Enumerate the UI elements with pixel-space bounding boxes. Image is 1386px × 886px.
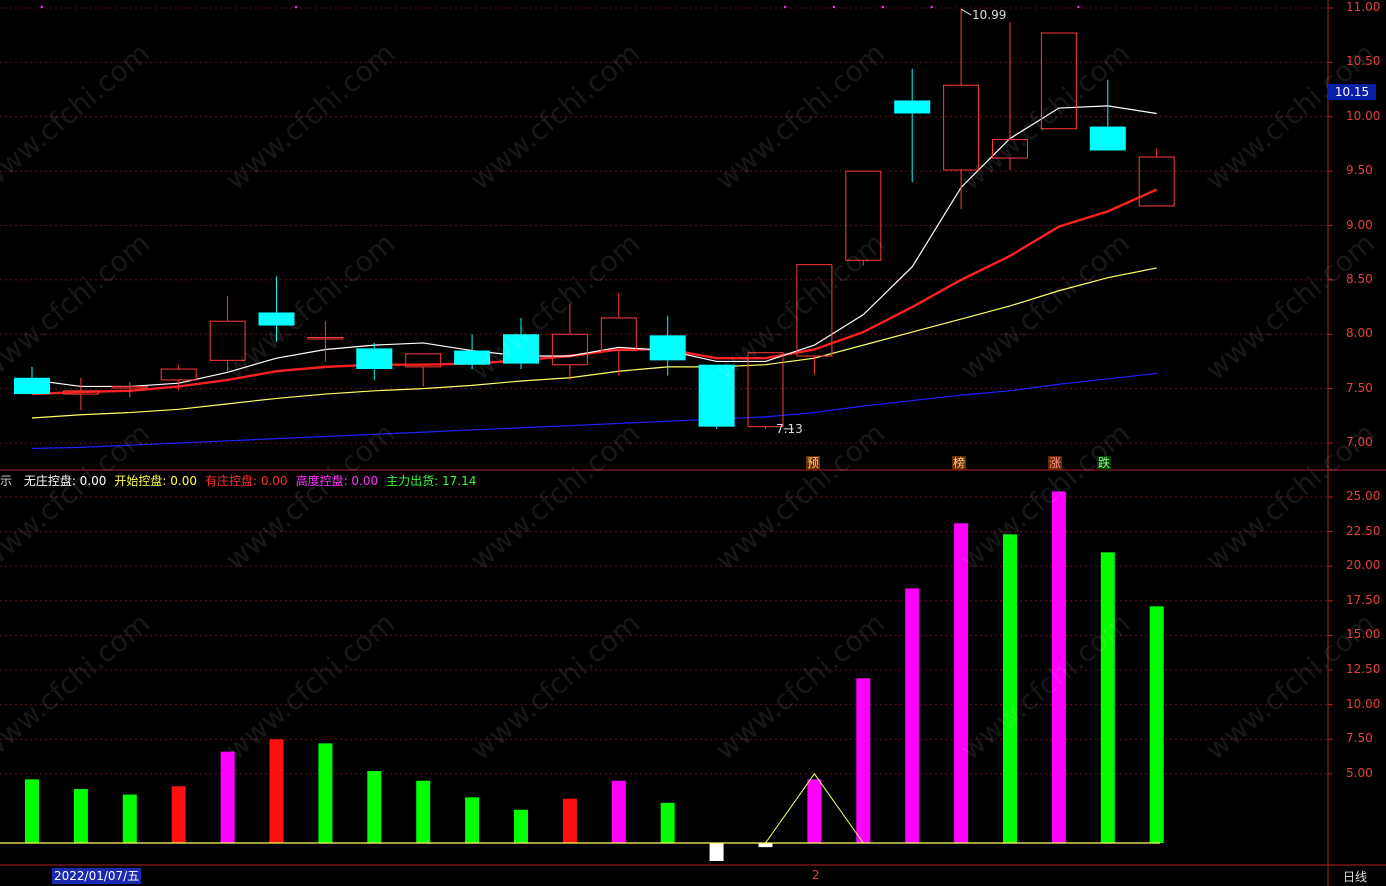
indicator-signal-line (765, 772, 864, 844)
indicator-bar (220, 751, 235, 843)
indicator-tick-label: 15.00 (1346, 627, 1381, 642)
candle-body-up (992, 139, 1028, 159)
indicator-bar (1100, 552, 1115, 843)
candle-body-up (943, 84, 980, 171)
indicator-tick-label: 17.50 (1346, 592, 1381, 607)
low-price-label: 7.13 (776, 422, 803, 436)
indicator-bar (611, 780, 626, 843)
indicator-bar (807, 779, 822, 843)
candle-body-down (454, 350, 491, 365)
candle-body-down (894, 100, 931, 114)
marker-dot (1077, 5, 1080, 9)
indicator-bar (562, 798, 577, 843)
indicator-bar (367, 771, 382, 843)
signal-badge-yu: 预 (806, 456, 821, 470)
legend-item: 高度控盘: 0.00 (295, 474, 379, 488)
indicator-bar (709, 843, 724, 861)
candle-body-up (209, 320, 246, 361)
marker-dot (783, 5, 787, 9)
candle-body-down (503, 334, 539, 364)
indicator-tick-label: 20.00 (1346, 558, 1381, 573)
marker-dot (294, 5, 298, 9)
candle-body-up (307, 337, 344, 340)
marker-dot (40, 5, 43, 9)
candle-body-up (405, 353, 442, 368)
indicator-bar (954, 523, 969, 843)
indicator-bar (905, 588, 920, 843)
candle-body-up (845, 170, 882, 261)
legend-item: 主力出货: 17.14 (386, 474, 477, 488)
price-tick-label: 8.00 (1346, 326, 1373, 341)
high-arrow (960, 8, 972, 16)
indicator-bar (416, 780, 431, 843)
candle-body-up (600, 317, 637, 352)
indicator-bar (465, 797, 480, 843)
candle-body-down (1089, 126, 1126, 151)
period-selector[interactable]: 日线 (1343, 870, 1368, 884)
candle-body-up (160, 368, 197, 381)
candle-body-down (356, 348, 393, 370)
indicator-bar (1149, 606, 1164, 843)
indicator-bar (73, 789, 88, 843)
legend-item: 无庄控盘: 0.00 (23, 474, 107, 488)
indicator-tick-label: 7.50 (1346, 731, 1373, 746)
candle-body-up (796, 264, 833, 357)
price-tick-label: 8.50 (1346, 271, 1373, 286)
candle-body-up (747, 352, 784, 428)
indicator-bar (514, 809, 528, 843)
x-axis-marker: 2 (812, 868, 820, 882)
ma60-line (31, 372, 1157, 450)
high-price-label: 10.99 (972, 8, 1007, 22)
indicator-bar (758, 843, 773, 848)
marker-dot (881, 5, 885, 9)
legend-item: 示 (0, 474, 16, 488)
ma20-line (31, 267, 1157, 419)
candle-body-down (649, 335, 686, 361)
signal-badge-bang: 榜 (952, 456, 967, 470)
indicator-bar (122, 794, 137, 843)
price-tick-label: 9.50 (1346, 163, 1373, 178)
price-tick-label: 11.00 (1346, 0, 1381, 14)
candle-body-up (1040, 32, 1077, 130)
signal-badge-zhang: 涨 (1048, 456, 1063, 470)
indicator-bar (25, 779, 39, 843)
price-tick-label: 10.00 (1346, 108, 1381, 123)
indicator-bar (269, 739, 284, 843)
current-price-tag: 10.15 (1328, 84, 1376, 100)
price-tick-label: 10.50 (1346, 54, 1381, 69)
candle-body-down (14, 377, 50, 395)
indicator-bar (1051, 491, 1066, 843)
indicator-bar (318, 743, 333, 843)
indicator-tick-label: 5.00 (1346, 765, 1373, 780)
marker-dot (832, 5, 836, 9)
candle-body-up (111, 385, 148, 389)
indicator-bar (1003, 534, 1017, 843)
price-tick-label: 7.50 (1346, 380, 1373, 395)
indicator-bar (660, 802, 675, 843)
price-tick-label: 9.00 (1346, 217, 1373, 232)
marker-dot (930, 5, 933, 9)
indicator-tick-label: 25.00 (1346, 489, 1381, 503)
ma10-line (31, 188, 1158, 396)
price-tick-label: 7.00 (1346, 435, 1373, 449)
legend-item: 有庄控盘: 0.00 (204, 474, 288, 488)
legend-item: 开始控盘: 0.00 (114, 474, 197, 488)
indicator-bar (171, 786, 186, 843)
indicator-tick-label: 22.50 (1346, 523, 1381, 538)
candle-body-down (258, 312, 295, 326)
candle-body-up (551, 333, 588, 366)
candle-body-down (698, 364, 735, 427)
ma5-line (31, 105, 1157, 388)
candle-body-up (62, 390, 99, 395)
signal-badge-die: 跌 (1097, 456, 1112, 470)
indicator-bar (856, 678, 871, 843)
indicator-legend: 示 无庄控盘: 0.00 开始控盘: 0.00 有庄控盘: 0.00 高度控盘: 0.… (0, 472, 484, 489)
indicator-tick-label: 12.50 (1346, 662, 1381, 676)
candle-body-up (1138, 156, 1175, 207)
cursor-date-label: 2022/01/07/五 (52, 868, 142, 884)
indicator-tick-label: 10.00 (1346, 696, 1381, 711)
